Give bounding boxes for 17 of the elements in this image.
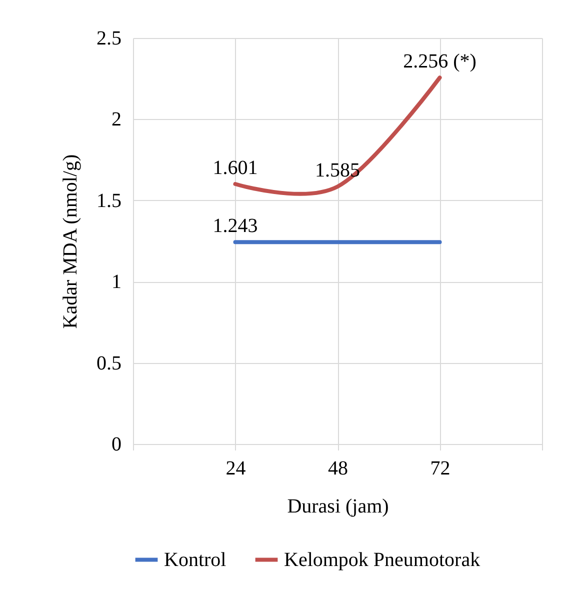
data-label: 1.585 <box>315 160 360 182</box>
x-tick-label: 24 <box>226 458 246 480</box>
y-tick-label: 2 <box>112 108 122 131</box>
y-tick-label: 1.5 <box>96 190 122 212</box>
y-tick-label: 2.5 <box>96 28 122 50</box>
y-tick-label: 0 <box>112 434 122 456</box>
legend-label: Kelompok Pneumotorak <box>284 548 480 571</box>
y-tick-label: 1 <box>112 271 122 294</box>
x-tick-label: 72 <box>430 458 450 480</box>
x-tick-label: 48 <box>328 458 348 480</box>
data-label: 1.601 <box>212 157 258 179</box>
legend-label: Kontrol <box>164 548 227 571</box>
y-tick-label: 0.5 <box>96 352 122 374</box>
x-axis-title: Durasi (jam) <box>287 496 389 518</box>
data-label: 2.256 (*) <box>403 50 476 73</box>
data-label: 1.243 <box>212 215 258 238</box>
y-axis-title: Kadar MDA (nmol/g) <box>60 154 82 329</box>
